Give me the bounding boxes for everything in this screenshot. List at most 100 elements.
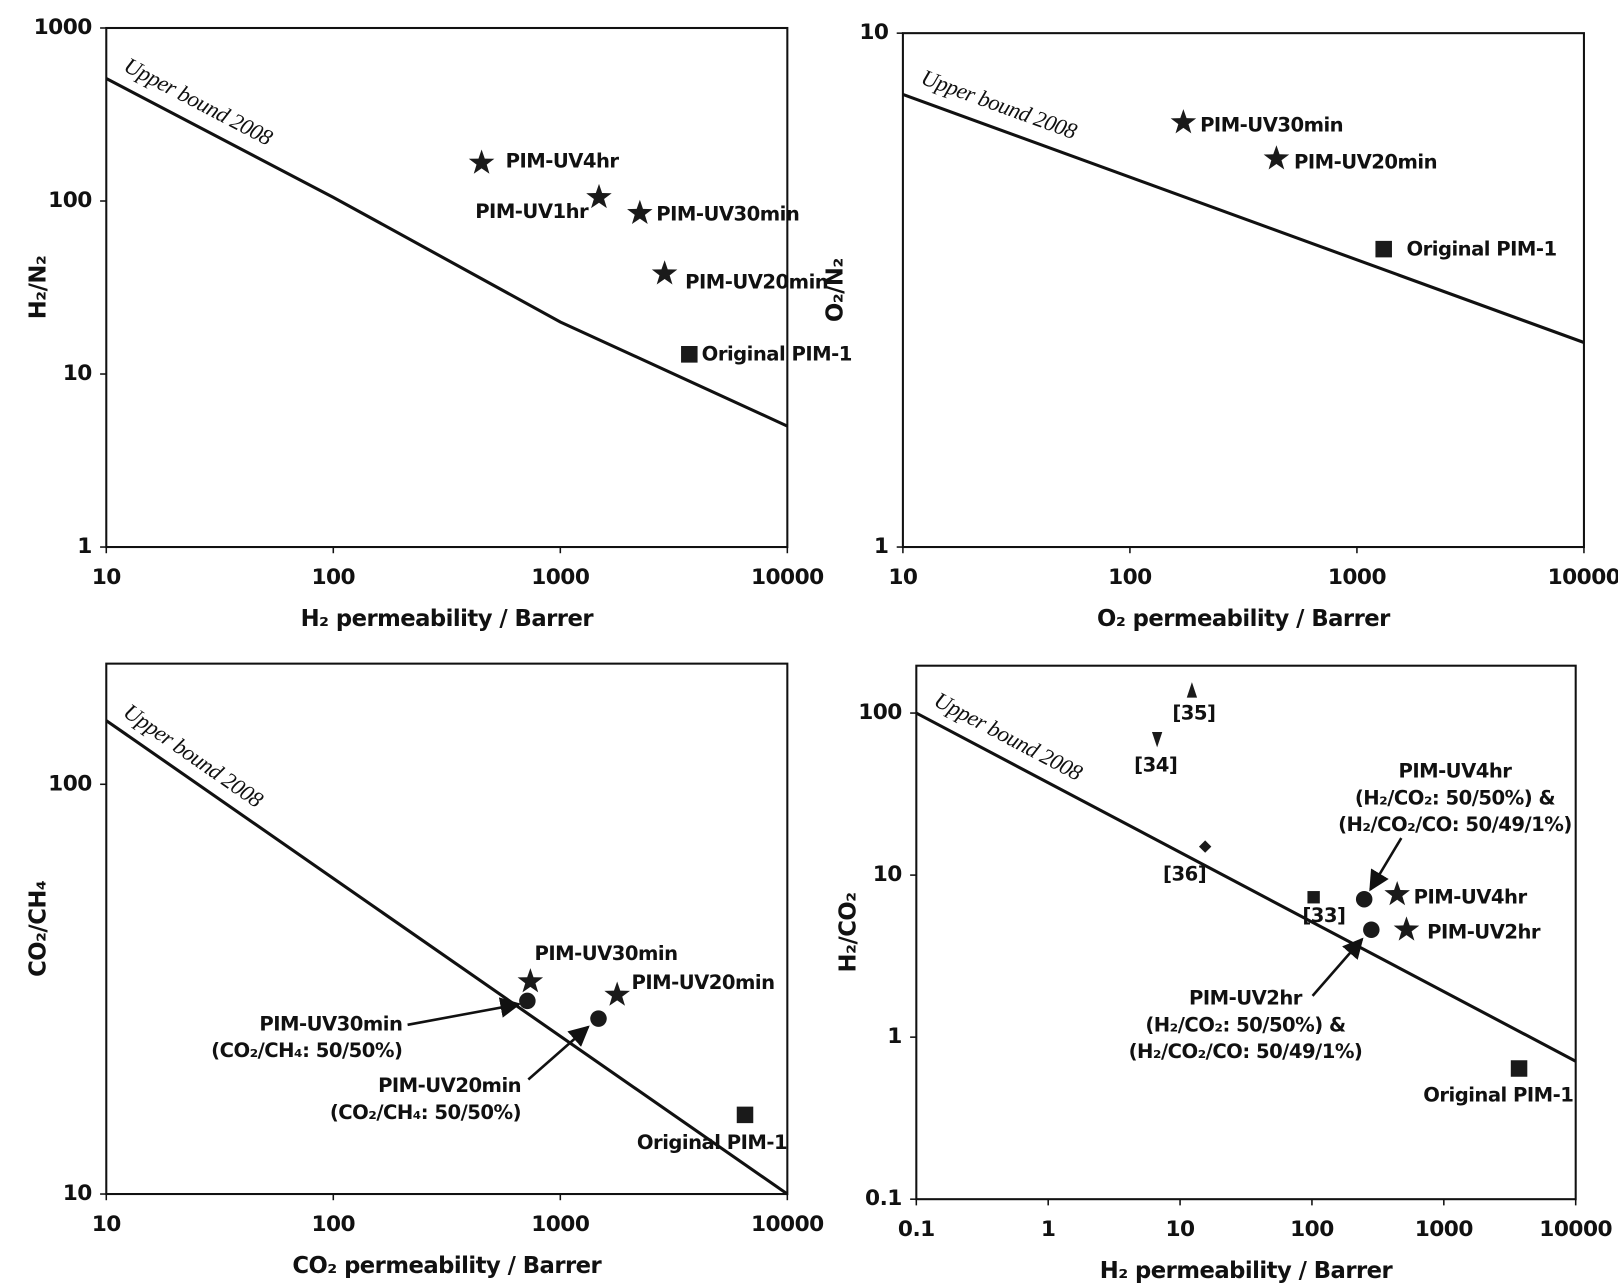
x-tick-label: 100 [1290,1217,1334,1242]
y-tick-label: 0.1 [865,1186,902,1211]
data-point [1263,145,1290,170]
annotation-arrow [527,1025,590,1081]
x-axis-label: CO₂ permeability / Barrer [292,1253,602,1279]
point-label: PIM-UV1hr [475,200,589,223]
x-tick-label: 10000 [1539,1217,1612,1242]
data-point [468,149,495,174]
point-label: [33] [1302,904,1345,927]
y-tick-label: 1 [874,534,889,559]
x-tick-label: 10 [1166,1217,1196,1242]
x-tick-label: 1000 [531,1212,590,1237]
point-label: PIM-UV20min [378,1074,521,1097]
point-label: PIM-UV30min [656,202,799,225]
y-tick-label: 1000 [34,15,93,40]
point-label: PIM-UV20min [632,971,775,994]
x-tick-label: 1000 [1415,1217,1474,1242]
y-tick-label: 1 [77,534,92,559]
plot-frame [105,662,789,1196]
data-point [1198,840,1212,853]
point-label: PIM-UV4hr [1398,759,1512,782]
y-axis-label: H₂/CO₂ [836,892,862,972]
x-tick-label: 100 [1108,565,1152,590]
data-point [1510,1060,1528,1077]
point-note: (H₂/CO₂/CO: 50/49/1%) [1129,1040,1363,1063]
y-axis-label: CO₂/CH₄ [26,880,52,977]
y-axis-label: O₂/N₂ [822,258,848,322]
point-label: Original PIM-1 [637,1131,787,1154]
y-tick-label: 10 [63,361,93,386]
point-label: PIM-UV30min [259,1012,402,1035]
y-axis-label: H₂/N₂ [26,256,52,320]
x-tick-label: 10 [888,565,918,590]
data-point [519,992,536,1010]
panel: 10 100 1000 10000 1 10 O₂ permeability / Barre… [822,20,1618,632]
x-tick-label: 100 [311,1212,355,1237]
x-tick-label: 1 [1041,1217,1056,1242]
point-label: PIM-UV2hr [1189,987,1303,1010]
point-label: [35] [1172,702,1215,725]
data-point [736,1106,754,1124]
x-tick-label: 1000 [1328,565,1387,590]
y-tick-label: 100 [48,771,92,796]
panel: 10 100 1000 10000 10 100 CO₂ permeability / Ba… [26,662,825,1279]
x-tick-label: 10 [92,1212,122,1237]
point-label: PIM-UV20min [685,270,828,293]
point-label: [34] [1134,753,1177,776]
plot-frame [105,26,789,549]
point-note: (H₂/CO₂/CO: 50/49/1%) [1338,813,1572,836]
point-label: [36] [1163,863,1206,886]
upper-bound-label: Upper bound 2008 [119,699,268,813]
plot-frame [915,664,1577,1201]
data-point [1186,682,1198,698]
data-point [651,260,678,285]
data-point [1363,921,1380,939]
point-note: (CO₂/CH₄: 50/50%) [330,1101,521,1124]
y-tick-label: 10 [859,20,889,45]
point-note: (H₂/CO₂: 50/50%) & [1145,1013,1346,1036]
y-tick-label: 10 [873,862,903,887]
x-axis-label: H₂ permeability / Barrer [301,606,595,632]
data-point [1307,891,1320,904]
upper-bound-line [915,711,1577,1063]
point-label: PIM-UV30min [535,942,678,965]
panel: 0.1 1 10 100 1000 10000 0.1 1 10 100 H₂ permeabili… [836,664,1613,1284]
data-point [1170,109,1197,134]
upper-bound-label: Upper bound 2008 [930,687,1087,786]
x-tick-label: 10000 [751,565,824,590]
point-label: PIM-UV20min [1294,151,1437,174]
data-point [1384,880,1410,906]
upper-bound-line [902,92,1585,344]
x-tick-label: 1000 [531,565,590,590]
upper-bound-label: Upper bound 2008 [918,65,1081,145]
data-point [590,1010,607,1027]
data-point [627,199,653,225]
x-tick-label: 100 [311,565,355,590]
data-point [1355,890,1373,908]
y-tick-label: 10 [63,1181,93,1206]
y-tick-label: 100 [48,188,92,213]
data-point [1151,731,1163,748]
upper-bound-line [105,719,789,1196]
data-point [681,346,698,363]
data-point [517,968,544,993]
point-label: PIM-UV4hr [1414,885,1528,908]
x-tick-label: 10000 [751,1212,824,1237]
annotation-arrow [1311,937,1364,997]
data-point [586,183,612,209]
x-axis-label: H₂ permeability / Barrer [1100,1258,1394,1284]
x-axis-label: O₂ permeability / Barrer [1097,606,1391,632]
y-tick-label: 100 [858,700,902,725]
x-tick-label: 10 [92,565,122,590]
data-point [604,981,630,1006]
point-label: Original PIM-1 [1406,237,1556,260]
point-label: PIM-UV30min [1200,114,1343,137]
point-note: (H₂/CO₂: 50/50%) & [1355,786,1556,809]
x-tick-label: 10000 [1548,565,1618,590]
upper-bound-label: Upper bound 2008 [120,52,277,150]
x-tick-label: 0.1 [898,1217,935,1242]
point-label: Original PIM-1 [1423,1083,1573,1106]
upper-bound-line [105,77,788,428]
